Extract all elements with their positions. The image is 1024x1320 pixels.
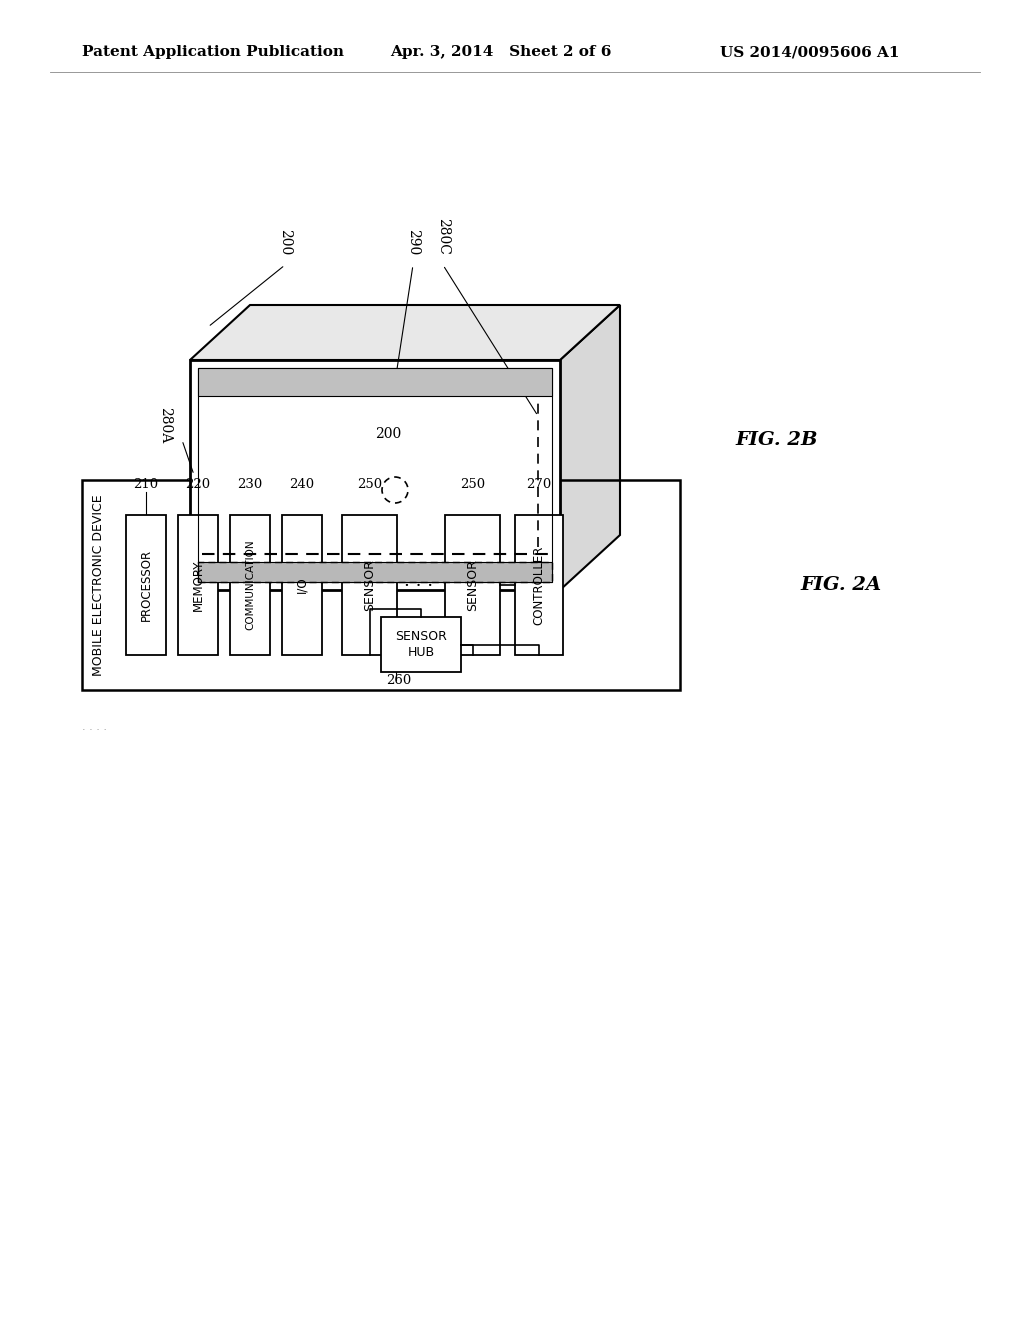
Text: 210: 210	[133, 478, 159, 491]
Text: 280C: 280C	[436, 218, 450, 255]
Polygon shape	[560, 305, 620, 590]
Bar	[515, 515, 563, 655]
Text: . . .: . . .	[404, 572, 433, 590]
Text: 280A: 280A	[158, 407, 172, 444]
Text: 230: 230	[238, 478, 262, 491]
Text: COMMUNICATION: COMMUNICATION	[245, 540, 255, 631]
Text: Apr. 3, 2014   Sheet 2 of 6: Apr. 3, 2014 Sheet 2 of 6	[390, 45, 611, 59]
Text: 280B: 280B	[358, 591, 372, 628]
Text: 240: 240	[290, 478, 314, 491]
Text: 200: 200	[375, 426, 401, 441]
Bar	[342, 515, 397, 655]
Text: I/O: I/O	[296, 577, 308, 593]
Text: 260: 260	[386, 675, 412, 686]
Bar	[198, 562, 552, 582]
Bar	[82, 480, 680, 690]
Bar	[381, 616, 461, 672]
Text: 290: 290	[406, 228, 420, 255]
Bar	[198, 368, 552, 396]
Text: MEMORY: MEMORY	[191, 560, 205, 611]
Bar	[282, 515, 322, 655]
Polygon shape	[190, 305, 620, 360]
Polygon shape	[190, 360, 560, 590]
Bar	[126, 515, 166, 655]
Text: CONTROLLER: CONTROLLER	[532, 545, 546, 624]
Bar	[445, 515, 500, 655]
Text: Patent Application Publication: Patent Application Publication	[82, 45, 344, 59]
Text: US 2014/0095606 A1: US 2014/0095606 A1	[720, 45, 899, 59]
Text: 220: 220	[185, 478, 211, 491]
Text: PROCESSOR: PROCESSOR	[139, 549, 153, 622]
Text: FIG. 2B: FIG. 2B	[735, 432, 817, 449]
Bar	[178, 515, 218, 655]
Text: SENSOR
HUB: SENSOR HUB	[395, 631, 446, 659]
Text: 250: 250	[357, 478, 382, 491]
Text: 200: 200	[278, 228, 292, 255]
Text: FIG. 2A: FIG. 2A	[800, 576, 881, 594]
Text: MOBILE ELECTRONIC DEVICE: MOBILE ELECTRONIC DEVICE	[91, 494, 104, 676]
Text: SENSOR: SENSOR	[466, 560, 479, 611]
Bar	[230, 515, 270, 655]
Text: . . . .: . . . .	[82, 722, 106, 733]
Text: SENSOR: SENSOR	[362, 560, 376, 611]
Text: 250: 250	[460, 478, 485, 491]
Text: 270: 270	[526, 478, 552, 491]
